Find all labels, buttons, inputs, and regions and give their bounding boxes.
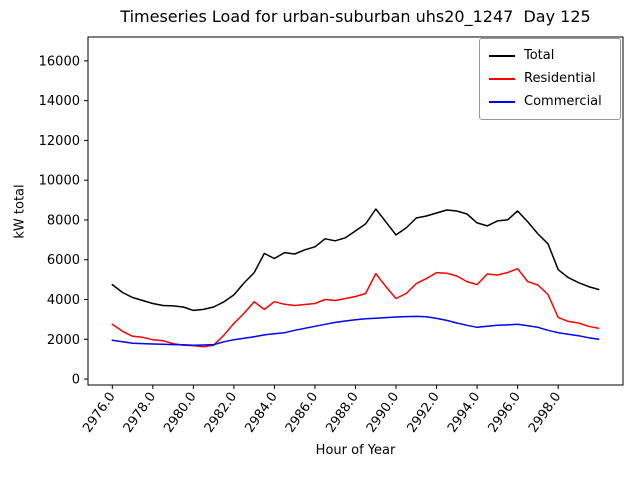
x-tick-label: 2980.0 [161,390,199,436]
y-tick-label: 6000 [47,253,80,268]
legend-item-residential: Residential [489,69,611,89]
x-tick-label: 2992.0 [404,390,442,436]
y-axis-label: kW total [12,184,28,239]
x-tick-label: 2982.0 [202,390,240,436]
y-tick-label: 2000 [47,333,80,348]
x-axis-label: Hour of Year [315,443,396,458]
legend: Total Residential Commercial [479,38,621,120]
x-tick-label: 2984.0 [242,390,280,436]
legend-label-commercial: Commercial [524,94,602,109]
series-line-commercial [111,315,600,346]
y-tick-label: 8000 [47,213,80,228]
legend-item-total: Total [489,46,611,66]
y-tick-label: 14000 [39,94,80,109]
y-tick-label: 0 [72,373,80,388]
chart-title: Timeseries Load for urban-suburban uhs20… [120,7,591,26]
legend-swatch-residential [489,78,515,80]
y-tick-label: 4000 [47,293,80,308]
x-tick-label: 2998.0 [526,390,564,436]
x-tick-label: 2976.0 [80,390,118,436]
series-line-total [111,208,600,312]
x-tick-label: 2986.0 [283,390,321,436]
legend-swatch-commercial [489,101,515,103]
x-tick-label: 2988.0 [323,390,361,436]
legend-label-residential: Residential [524,71,596,86]
x-tick-label: 2978.0 [121,390,159,436]
y-tick-label: 12000 [39,134,80,149]
y-tick-label: 10000 [39,174,80,189]
x-tick-label: 2994.0 [445,390,483,436]
y-tick-label: 16000 [39,54,80,69]
x-tick-label: 2990.0 [364,390,402,436]
legend-swatch-total [489,55,515,57]
x-tick-label: 2996.0 [486,390,524,436]
legend-label-total: Total [524,48,555,63]
legend-item-commercial: Commercial [489,92,611,112]
